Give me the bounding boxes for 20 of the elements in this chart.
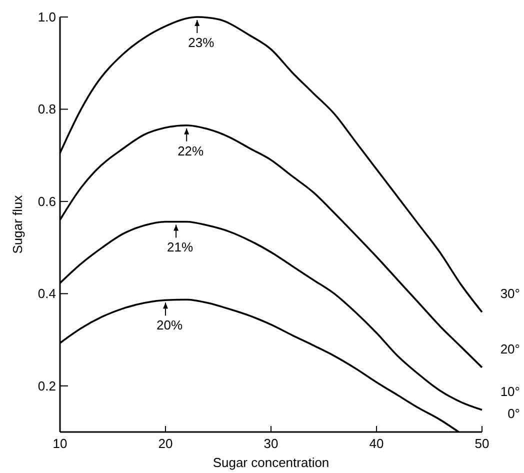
- y-axis-title: Sugar flux: [10, 194, 25, 254]
- series-label: 10°: [500, 384, 520, 399]
- x-tick-label: 20: [158, 436, 173, 451]
- series-label: 20°: [500, 341, 520, 356]
- annotation: 23%: [188, 35, 215, 50]
- y-tick-label: 0.2: [38, 378, 56, 394]
- y-tick-label: 1.0: [38, 10, 56, 24]
- series-label: 30°: [500, 286, 520, 302]
- y-tick-label: 0.4: [38, 286, 56, 302]
- y-tick-label: 0.8: [38, 102, 56, 117]
- text: 0°: [508, 406, 520, 421]
- annotation: 21%: [167, 240, 194, 255]
- x-tick-label: 10: [52, 436, 68, 451]
- x-tick-label: 50: [474, 436, 490, 451]
- x-tick-label: 40: [369, 436, 384, 451]
- x-axis-title: Sugar concentration: [212, 455, 330, 470]
- x-tick-label: 30: [264, 436, 278, 451]
- y-tick-label: 0.6: [38, 194, 56, 209]
- annotation: 22%: [178, 143, 204, 158]
- annotation: 20%: [156, 318, 183, 333]
